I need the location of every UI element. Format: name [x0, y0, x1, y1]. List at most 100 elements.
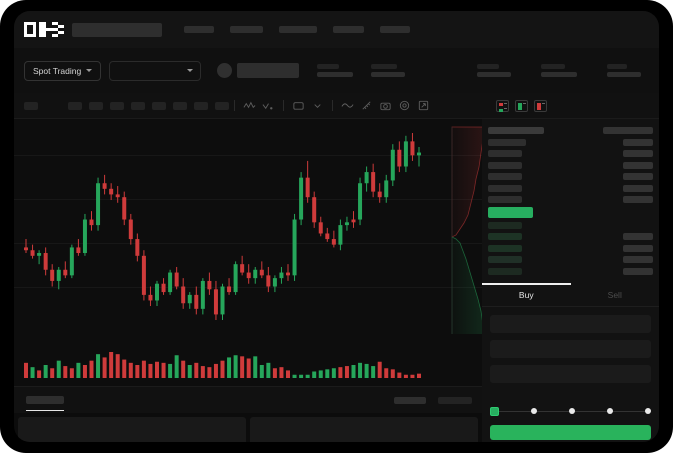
stat-value — [477, 72, 512, 77]
fullscreen-icon[interactable] — [417, 99, 430, 112]
tab-buy[interactable]: Buy — [482, 283, 571, 306]
chart-toolbar — [14, 93, 659, 119]
total-input[interactable] — [490, 365, 651, 383]
orders-tab-label — [26, 396, 64, 404]
amount-percent-slider[interactable] — [490, 405, 651, 417]
market-stat-2 — [371, 64, 406, 77]
template-icon[interactable] — [292, 99, 305, 112]
nav-link-2[interactable] — [230, 26, 263, 33]
amount-input[interactable] — [490, 340, 651, 358]
order-book-row[interactable] — [488, 220, 653, 232]
orders-tab-active[interactable] — [26, 396, 64, 411]
market-stat-5 — [607, 64, 642, 77]
bottom-panels — [14, 413, 482, 442]
stat-value — [607, 72, 642, 77]
order-book-last-price-row[interactable] — [488, 206, 653, 220]
order-book-panel[interactable] — [482, 119, 659, 283]
indicator-icon[interactable] — [243, 99, 256, 112]
timeframe-btn[interactable] — [24, 101, 38, 110]
stat-value — [317, 72, 354, 77]
order-book-row[interactable] — [488, 194, 653, 206]
order-book-row[interactable] — [488, 148, 653, 160]
order-book-row[interactable] — [488, 243, 653, 255]
coin-avatar — [217, 63, 233, 78]
orderbook-both-icon[interactable] — [496, 100, 509, 112]
trade-side-tabs: Buy Sell — [482, 283, 659, 307]
orders-action-2[interactable] — [438, 396, 472, 404]
market-stat-3 — [477, 64, 512, 77]
order-book-row[interactable] — [488, 231, 653, 243]
camera-icon[interactable] — [379, 99, 392, 112]
trading-pair-select[interactable] — [109, 60, 202, 81]
stat-value — [371, 72, 406, 77]
order-book-row[interactable] — [488, 254, 653, 266]
chevron-down-icon — [187, 69, 194, 72]
chevron-down-icon[interactable] — [311, 99, 324, 112]
stat-value — [541, 72, 578, 77]
stat-label — [371, 64, 398, 69]
timeframe-btn[interactable] — [89, 101, 103, 110]
order-book-row[interactable] — [488, 183, 653, 195]
slider-step-25[interactable] — [531, 408, 537, 414]
app-screen: Spot Trading — [14, 11, 659, 442]
slider-step-100[interactable] — [645, 408, 651, 414]
global-search-input[interactable] — [72, 22, 162, 37]
nav-links — [184, 26, 410, 33]
nav-link-4[interactable] — [333, 26, 364, 33]
ruler-icon[interactable] — [360, 99, 373, 112]
orders-actions — [394, 396, 472, 404]
nav-link-3[interactable] — [279, 26, 317, 33]
volume-series — [24, 352, 421, 378]
toolbar-divider — [234, 100, 235, 111]
tab-active-underline — [26, 409, 64, 411]
nav-link-1[interactable] — [184, 26, 214, 33]
timeframe-btn[interactable] — [152, 101, 166, 110]
trade-form-fields — [482, 307, 659, 383]
submit-buy-button[interactable] — [490, 425, 651, 440]
price-input[interactable] — [490, 315, 651, 333]
timeframe-group — [24, 101, 229, 110]
bottom-panel-2[interactable] — [250, 417, 478, 442]
order-book-row[interactable] — [488, 160, 653, 172]
orderbook-asks-icon[interactable] — [534, 100, 547, 112]
order-book-row[interactable] — [488, 266, 653, 278]
order-book-row[interactable] — [488, 171, 653, 183]
top-navigation-bar — [14, 11, 659, 48]
toolbar-divider — [332, 100, 333, 111]
timeframe-btn[interactable] — [68, 101, 82, 110]
trading-mode-label: Spot Trading — [33, 65, 82, 76]
stat-label — [317, 64, 340, 69]
market-stat-1 — [317, 64, 354, 77]
toolbar-divider — [283, 100, 284, 111]
order-book-row[interactable] — [488, 137, 653, 149]
bottom-panel-1[interactable] — [18, 417, 246, 442]
timeframe-btn[interactable] — [131, 101, 145, 110]
compare-icon[interactable] — [262, 99, 275, 112]
stat-label — [477, 64, 500, 69]
last-price-value — [237, 63, 300, 78]
slider-step-75[interactable] — [607, 408, 613, 414]
order-book-row[interactable] — [488, 125, 653, 137]
tab-sell[interactable]: Sell — [607, 289, 622, 300]
candlestick-series — [24, 133, 421, 320]
price-chart[interactable] — [14, 119, 482, 334]
nav-link-5[interactable] — [380, 26, 410, 33]
market-subheader: Spot Trading — [14, 48, 659, 93]
stat-label — [607, 64, 628, 69]
chevron-down-icon — [86, 69, 93, 72]
okx-logo-icon[interactable] — [24, 22, 64, 37]
timeframe-btn[interactable] — [173, 101, 187, 110]
orderbook-layout-icons — [496, 93, 547, 119]
slider-step-50[interactable] — [569, 408, 575, 414]
slider-dots — [490, 406, 651, 416]
timeframe-btn[interactable] — [194, 101, 208, 110]
timeframe-btn[interactable] — [110, 101, 124, 110]
orderbook-bids-icon[interactable] — [515, 100, 528, 112]
trading-mode-dropdown[interactable]: Spot Trading — [24, 60, 102, 81]
line-chart-icon[interactable] — [341, 99, 354, 112]
orders-action-1[interactable] — [394, 396, 426, 404]
timeframe-btn[interactable] — [215, 101, 229, 110]
slider-handle[interactable] — [490, 406, 499, 416]
settings-icon[interactable] — [398, 99, 411, 112]
